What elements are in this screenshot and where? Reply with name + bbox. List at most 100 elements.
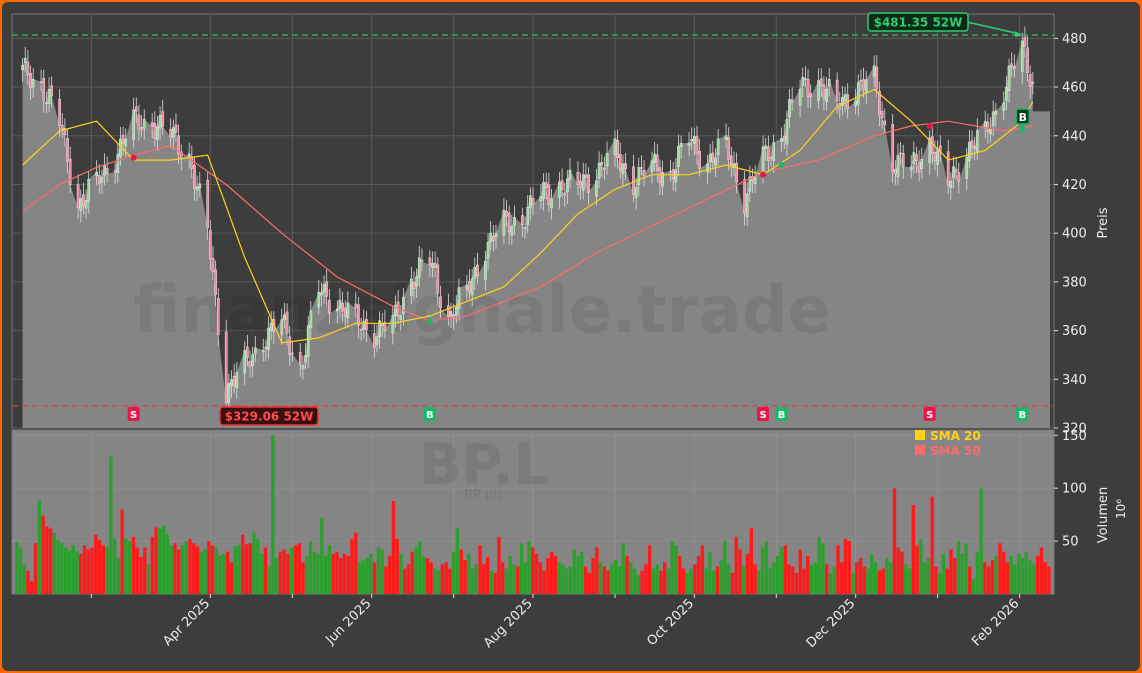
volume-bar: [482, 564, 486, 594]
volume-bar: [606, 570, 610, 594]
candle-body: [66, 138, 69, 162]
candle-body: [708, 153, 712, 163]
volume-bar: [711, 570, 716, 594]
candle-body: [338, 299, 342, 309]
crossover-dot: [426, 317, 433, 324]
volume-bar: [120, 509, 124, 594]
volume-bar: [975, 551, 980, 594]
volume-bar: [463, 560, 467, 594]
volume-bar: [881, 568, 885, 594]
volume-bar: [862, 566, 867, 594]
volume-ytick-label: 150: [1062, 429, 1087, 444]
x-tick-label: Apr 2025: [160, 596, 213, 649]
candle-body: [261, 350, 265, 352]
candle-body: [928, 137, 932, 163]
volume-bar: [350, 538, 354, 594]
volume-bar: [613, 560, 618, 594]
volume-bar: [919, 538, 923, 594]
volume-bar: [63, 547, 68, 594]
candle-body: [859, 80, 863, 82]
volume-bar: [361, 560, 365, 594]
sma50-line: [22, 120, 1033, 322]
volume-bar: [651, 568, 656, 594]
volume-bar: [504, 568, 509, 594]
candle-body: [674, 169, 678, 183]
candle-body: [206, 180, 210, 228]
candle-body: [957, 172, 961, 182]
volume-bar: [546, 558, 550, 594]
candle-body: [433, 262, 437, 268]
candle-body: [878, 90, 881, 115]
volume-bar: [508, 555, 512, 594]
signal-badge-label: B: [1018, 410, 1026, 421]
legend-label: SMA 20: [930, 429, 981, 443]
volume-bar: [391, 500, 396, 594]
volume-bar: [557, 562, 561, 594]
candle-body: [1007, 65, 1011, 91]
volume-bar: [448, 568, 452, 594]
candle-body: [132, 109, 135, 140]
candle-body: [653, 153, 656, 163]
volume-bar: [1047, 566, 1051, 594]
candle-body: [394, 304, 397, 316]
signal-badge: [775, 407, 788, 421]
volume-bar: [738, 549, 742, 594]
volume-bar: [139, 556, 143, 594]
candle-body: [502, 209, 506, 236]
candle-body: [634, 187, 638, 199]
volume-bar: [595, 547, 599, 594]
signal-badge: [923, 407, 936, 421]
candle-body: [912, 152, 916, 164]
signal-badge-label: S: [759, 410, 766, 421]
volume-bar: [945, 568, 949, 594]
candle-body: [677, 146, 680, 167]
volume-bar: [75, 551, 79, 594]
candle-body: [343, 307, 347, 317]
candle-body: [566, 178, 569, 193]
volume-bar: [851, 572, 855, 594]
candle-body: [743, 179, 746, 214]
volume-bar: [583, 566, 588, 594]
volume-bar: [549, 551, 554, 594]
candle-body: [579, 180, 582, 188]
candle-body: [87, 179, 91, 202]
candle-body: [819, 78, 823, 87]
low-52w-label: $329.06 52W: [225, 410, 314, 424]
candle-body: [325, 281, 329, 297]
candle-body: [753, 176, 757, 185]
volume-bar: [937, 572, 942, 594]
volume-bar: [342, 553, 347, 594]
candle-body: [809, 93, 813, 98]
volume-bar: [960, 553, 964, 594]
candle-body: [764, 145, 768, 149]
candle-body: [436, 264, 440, 294]
volume-bar: [824, 564, 829, 594]
candle-body: [216, 298, 220, 335]
price-ytick-label: 480: [1062, 32, 1087, 47]
candle-body: [692, 136, 696, 144]
volume-bar: [331, 553, 335, 594]
candle-body: [880, 110, 884, 119]
volume-bar: [421, 555, 426, 594]
candle-body: [402, 296, 405, 315]
volume-bar: [444, 562, 448, 594]
volume-bar: [519, 543, 524, 594]
volume-bar: [403, 568, 407, 594]
volume-bar: [369, 553, 373, 594]
volume-bar: [640, 570, 644, 594]
volume-bar: [165, 534, 170, 594]
volume-bar: [101, 545, 106, 594]
candle-body: [587, 174, 590, 193]
price-ytick-label: 420: [1062, 178, 1087, 193]
candle-body: [968, 141, 971, 162]
volume-bar: [90, 547, 94, 594]
candle-body: [782, 135, 786, 141]
volume-bar: [143, 547, 147, 594]
candle-body: [68, 158, 72, 186]
high-52w-arrowhead: [1014, 31, 1023, 38]
crossover-dot: [926, 123, 933, 130]
candle-body: [788, 99, 791, 117]
candle-body: [986, 121, 990, 133]
volume-bar: [534, 553, 539, 594]
signal-badge-label: S: [926, 410, 933, 421]
